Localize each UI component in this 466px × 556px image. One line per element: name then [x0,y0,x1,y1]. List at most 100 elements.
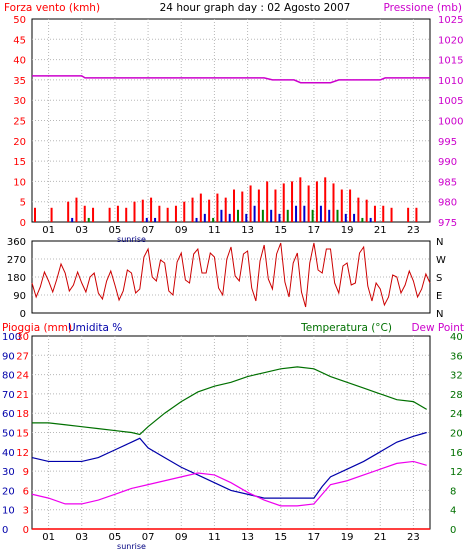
gust-bar [353,213,356,222]
gust-bar [369,217,372,222]
gust-bar [203,213,206,222]
pressure-tick-label: 1005 [438,96,463,107]
wind-bar [315,181,318,222]
wind-tick-label: 15 [13,157,26,168]
humidity-hour-label: 09 [175,532,188,543]
wind-bar [150,197,153,222]
wind-bar [382,205,385,222]
wind-hour-label: 05 [109,225,122,236]
temperature-tick-label: 28 [450,390,463,401]
gust-bar [87,217,90,222]
rain-tick-label: 24 [16,371,29,382]
wind-tick-label: 35 [13,76,26,87]
wind-bar [208,199,211,222]
wind-bar [266,181,269,222]
humidity-tick-label: 20 [2,486,15,497]
humidity-tick-label: 90 [2,351,15,362]
wind-bar [233,189,235,222]
humidity-hour-label: 03 [75,532,88,543]
wind-tick-label: 20 [13,137,26,148]
pressure-tick-label: 1025 [438,15,463,26]
gust-bar [261,209,264,222]
wind-tick-label: 40 [13,56,26,67]
temperature-tick-label: 24 [450,409,463,420]
wind-bar [108,207,111,222]
wind-bar [125,207,128,222]
wind-bar [291,181,294,222]
wind-bar [407,207,410,222]
direction-letter: N [436,309,443,320]
rain-tick-label: 0 [23,525,29,536]
wind-tick-label: 50 [13,15,26,26]
pressure-tick-label: 985 [438,177,457,188]
pressure-tick-label: 980 [438,198,457,209]
humidity-axis-label: Umidita % [68,322,122,334]
humidity-tick-label: 0 [2,525,8,536]
gust-bar [270,209,273,222]
wind-hour-label: 03 [75,225,88,236]
temperature-tick-label: 16 [450,448,463,459]
wind-tick-label: 45 [13,35,26,46]
wind-bar [274,189,277,222]
humidity-tick-label: 10 [2,506,15,517]
pressure-tick-label: 1015 [438,56,463,67]
humidity-tick-label: 100 [2,332,21,343]
pressure-line [32,75,430,84]
wind-bar [183,201,186,222]
dewpoint-line [31,460,427,507]
gust-bar [295,205,298,222]
wind-bar [299,177,302,222]
wind-bar [415,207,418,222]
direction-tick-label: 270 [7,255,26,266]
wind-bar [349,189,352,222]
gust-bar [278,213,281,222]
pressure-tick-label: 1010 [438,76,463,87]
rain-tick-label: 6 [23,486,29,497]
wind-bar [67,201,70,222]
wind-bar [365,199,368,222]
wind-bar [332,183,335,222]
wind-bar [373,205,376,222]
gust-bar [220,209,223,222]
wind-bar [116,205,119,222]
direction-letter: S [436,273,442,284]
gust-bar [311,209,314,222]
wind-bar [340,189,343,222]
humidity-tick-label: 40 [2,448,15,459]
pressure-axis-label: Pressione (mb) [383,2,462,14]
humidity-tick-label: 80 [2,371,15,382]
direction-tick-label: 0 [20,309,26,320]
direction-line [31,242,431,308]
rain-tick-label: 27 [16,351,29,362]
humidity-hour-label: 17 [308,532,321,543]
direction-letter: W [436,255,446,266]
humidity-hour-label: 13 [241,532,254,543]
temperature-tick-label: 20 [450,429,463,440]
wind-bar [141,199,144,222]
wind-bar [34,207,36,222]
wind-bar [174,205,177,222]
rain-tick-label: 21 [16,390,29,401]
pressure-tick-label: 975 [438,218,457,229]
gust-bar [253,205,256,222]
humidity-hour-label: 05 [109,532,122,543]
wind-bar [357,197,360,222]
wind-bar [249,185,252,222]
wind-tick-label: 30 [13,96,26,107]
wind-sunrise-label: sunrise [117,235,146,244]
direction-tick-label: 360 [7,237,26,248]
dewpoint-axis-label: Dew Point [411,322,464,334]
humidity-tick-label: 50 [2,429,15,440]
wind-axis-label: Forza vento (kmh) [4,2,100,14]
humidity-tick-label: 60 [2,409,15,420]
gust-bar [145,217,148,222]
humidity-tick-label: 30 [2,467,15,478]
gust-bar [336,209,339,222]
temperature-tick-label: 4 [450,506,456,517]
direction-letter: E [436,291,442,302]
humidity-hour-label: 21 [374,532,387,543]
wind-hour-label: 21 [374,225,387,236]
wind-bar [241,191,244,222]
